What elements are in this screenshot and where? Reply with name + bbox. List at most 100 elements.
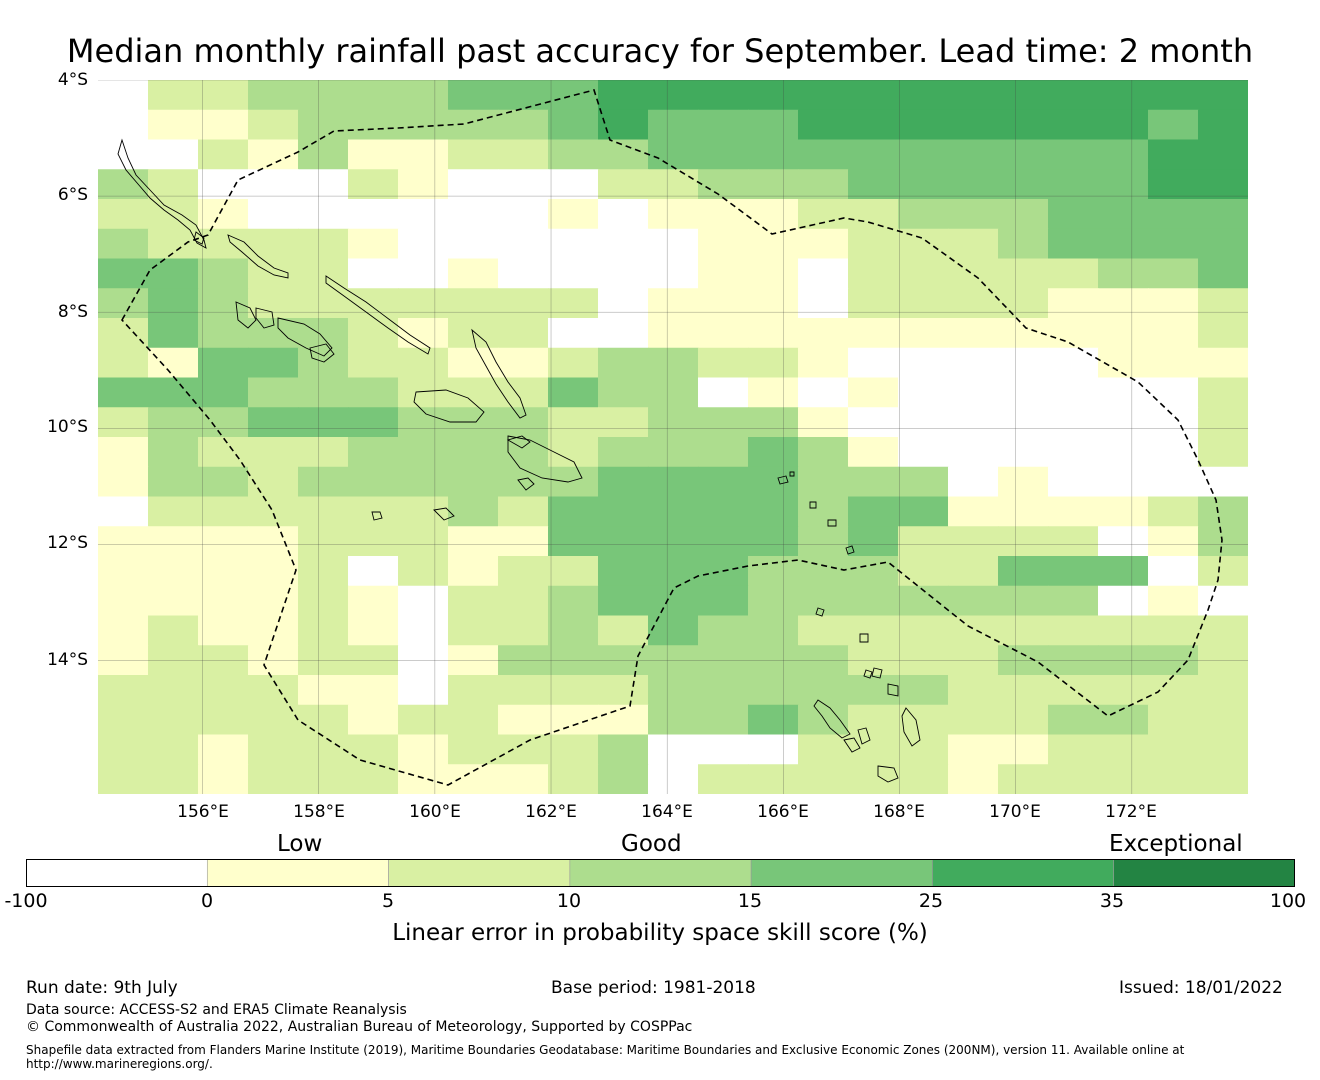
skill-cell xyxy=(1198,169,1248,200)
skill-cell xyxy=(198,109,249,141)
skill-cell xyxy=(1148,526,1199,557)
skill-cell xyxy=(698,169,749,200)
skill-cell xyxy=(598,258,649,289)
skill-cell xyxy=(898,675,949,706)
tier-label-good: Good xyxy=(621,831,682,857)
skill-cell xyxy=(848,377,899,408)
skill-cell xyxy=(148,407,199,438)
skill-cell xyxy=(648,347,699,379)
skill-cell xyxy=(848,407,899,438)
skill-cell xyxy=(848,318,899,349)
skill-cell xyxy=(348,139,399,170)
skill-cell xyxy=(948,675,999,706)
skill-cell xyxy=(198,556,249,587)
skill-cell xyxy=(298,615,349,646)
skill-cell xyxy=(598,199,649,230)
skill-cell xyxy=(648,109,699,141)
skill-cell xyxy=(548,675,599,706)
skill-cell xyxy=(498,734,549,765)
skill-cell xyxy=(248,437,299,468)
skill-cell xyxy=(198,466,249,498)
skill-cell xyxy=(298,704,349,736)
skill-cell xyxy=(1048,139,1099,170)
skill-cell xyxy=(548,169,599,200)
skill-cell xyxy=(648,764,699,794)
skill-cell xyxy=(98,347,149,379)
skill-cell xyxy=(748,734,799,765)
skill-cell xyxy=(898,288,949,319)
skill-cell xyxy=(998,80,1049,111)
skill-cell xyxy=(198,585,249,617)
skill-cell xyxy=(898,109,949,141)
skill-cell xyxy=(948,407,999,438)
skill-cell xyxy=(98,675,149,706)
skill-cell xyxy=(698,407,749,438)
skill-cell xyxy=(98,407,149,438)
skill-cell xyxy=(448,466,499,498)
skill-cell xyxy=(648,734,699,765)
skill-cell xyxy=(148,734,199,765)
colorbar-segment xyxy=(750,859,933,887)
colorbar-segment xyxy=(206,859,389,887)
skill-cell xyxy=(798,437,849,468)
skill-cell xyxy=(98,377,149,408)
skill-cell xyxy=(898,258,949,289)
skill-cell xyxy=(898,228,949,260)
skill-cell xyxy=(748,526,799,557)
skill-cell xyxy=(748,704,799,736)
skill-cell xyxy=(1148,585,1199,617)
skill-cell xyxy=(248,377,299,408)
skill-cell xyxy=(198,675,249,706)
skill-cell xyxy=(648,139,699,170)
skill-cell xyxy=(348,80,399,111)
colorbar-tick-5: 5 xyxy=(381,890,395,912)
lon-label-166e: 166°E xyxy=(757,802,809,822)
skill-cell xyxy=(398,526,449,557)
skill-cell xyxy=(98,466,149,498)
skill-cell xyxy=(598,80,649,111)
skill-cell xyxy=(448,556,499,587)
skill-cell xyxy=(698,258,749,289)
colorbar-segment xyxy=(569,859,752,887)
lon-label-162e: 162°E xyxy=(525,802,577,822)
skill-cell xyxy=(898,139,949,170)
skill-cell xyxy=(698,80,749,111)
skill-cell xyxy=(148,615,199,646)
skill-cell xyxy=(598,109,649,141)
skill-cell xyxy=(1098,377,1149,408)
map-gridlines xyxy=(98,80,1248,794)
skill-cell xyxy=(698,615,749,646)
skill-cell xyxy=(848,139,899,170)
skill-cell xyxy=(1048,169,1099,200)
skill-cell xyxy=(1148,496,1199,527)
skill-cell xyxy=(648,615,699,646)
skill-cell xyxy=(648,80,699,111)
skill-cell xyxy=(148,258,199,289)
lon-label-170e: 170°E xyxy=(989,802,1041,822)
skill-cell xyxy=(598,704,649,736)
skill-cell xyxy=(448,109,499,141)
skill-cell xyxy=(98,109,149,141)
colorbar-segment xyxy=(1113,859,1295,887)
skill-cell xyxy=(1048,496,1099,527)
skill-cell xyxy=(298,675,349,706)
skill-cell xyxy=(348,377,399,408)
skill-cell xyxy=(448,496,499,527)
skill-cell xyxy=(198,437,249,468)
skill-cell xyxy=(398,80,449,111)
skill-cell xyxy=(998,228,1049,260)
lon-label-158e: 158°E xyxy=(293,802,345,822)
skill-cell xyxy=(898,318,949,349)
skill-cell xyxy=(498,80,549,111)
skill-cell xyxy=(948,496,999,527)
skill-cell xyxy=(98,615,149,646)
skill-cell xyxy=(348,258,399,289)
skill-cell xyxy=(798,169,849,200)
skill-cell xyxy=(548,288,599,319)
skill-cell xyxy=(948,347,999,379)
skill-cell xyxy=(298,318,349,349)
skill-cell xyxy=(1148,615,1199,646)
lat-label-4s: 4°S xyxy=(57,70,88,90)
skill-cell xyxy=(448,704,499,736)
skill-cell xyxy=(198,407,249,438)
